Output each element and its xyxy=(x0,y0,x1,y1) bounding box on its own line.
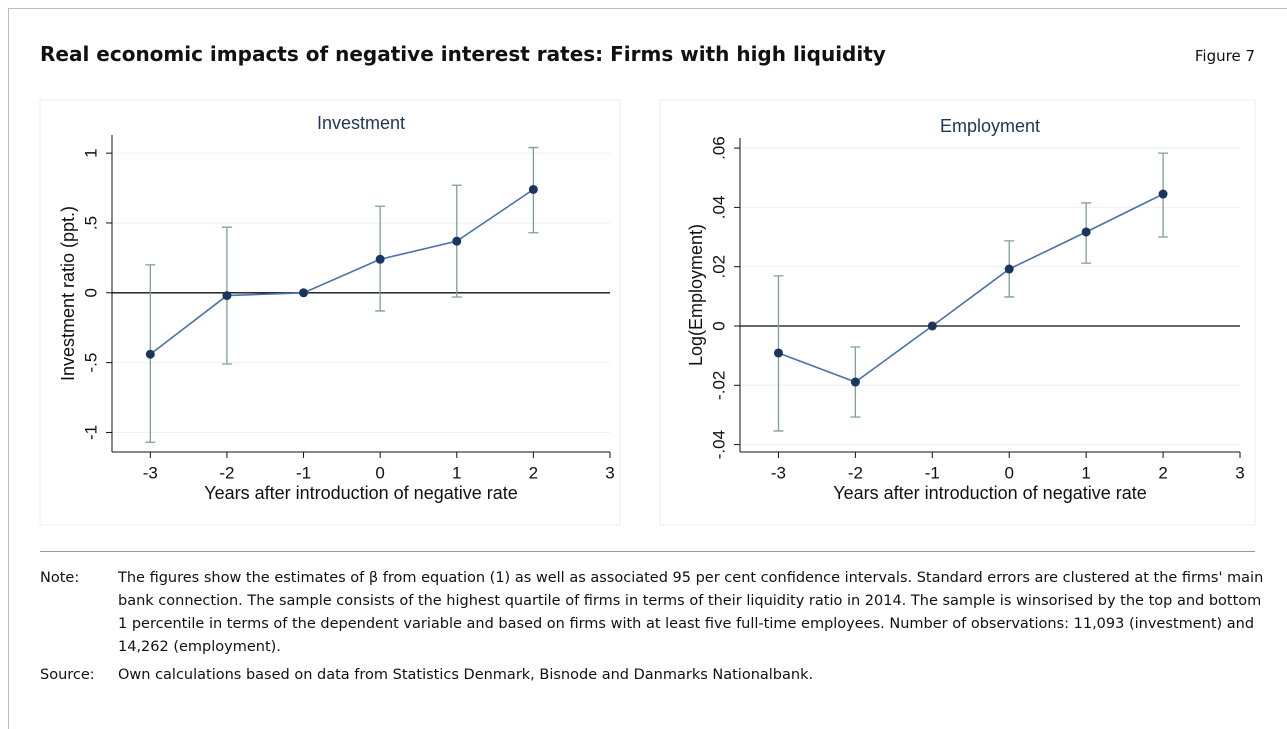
x-tick-label: 1 xyxy=(1081,463,1090,482)
figure-title: Real economic impacts of negative intere… xyxy=(40,42,886,66)
y-tick-label: 0 xyxy=(81,288,100,297)
x-tick-label: 0 xyxy=(1004,463,1013,482)
chart-title: Employment xyxy=(940,116,1040,136)
frame xyxy=(8,8,1287,729)
x-tick-label: -3 xyxy=(771,463,786,482)
point xyxy=(850,377,860,387)
x-tick-label: -1 xyxy=(296,463,311,482)
point xyxy=(1004,264,1014,274)
point xyxy=(375,254,385,264)
x-tick-label: 2 xyxy=(1158,463,1167,482)
y-tick-label: .06 xyxy=(709,136,728,160)
x-tick-label: 3 xyxy=(605,463,614,482)
panel xyxy=(659,99,1256,526)
x-tick-label: 1 xyxy=(452,463,461,482)
point xyxy=(927,321,937,331)
source-text: Own calculations based on data from Stat… xyxy=(118,667,814,683)
y-tick-label: -1 xyxy=(81,425,100,440)
x-tick-label: -1 xyxy=(925,463,940,482)
figure-number: Figure 7 xyxy=(1194,47,1255,65)
series-line xyxy=(149,188,534,355)
series-line xyxy=(778,193,1164,383)
point xyxy=(1158,189,1168,199)
y-tick-label: -.04 xyxy=(709,430,728,459)
point xyxy=(452,236,462,246)
note-label: Note: xyxy=(40,570,80,586)
point xyxy=(222,291,232,301)
charts: Investment -1 -.5 0 .5 1 -3 -2 -1 0 1 2 3 Years after… xyxy=(39,99,1256,526)
y-tick-label: 0 xyxy=(709,321,728,330)
y-tick-label: .04 xyxy=(709,196,728,220)
point xyxy=(145,349,155,359)
x-axis-label: Years after introduction of negative rat… xyxy=(833,483,1147,503)
y-tick-label: .02 xyxy=(709,255,728,279)
y-tick-label: -.5 xyxy=(81,353,100,373)
x-tick-label: -2 xyxy=(848,463,863,482)
page: Real economic impacts of negative intere… xyxy=(8,8,1287,729)
y-tick-label: 1 xyxy=(81,148,100,157)
x-tick-label: 3 xyxy=(1235,463,1244,482)
x-tick-label: 0 xyxy=(375,463,384,482)
chart-title: Investment xyxy=(317,113,405,133)
note-text: The figures show the estimates of β from… xyxy=(118,570,1264,655)
point xyxy=(299,288,309,298)
point xyxy=(1081,227,1091,237)
x-tick-label: -2 xyxy=(219,463,234,482)
y-tick-label: -.02 xyxy=(709,371,728,400)
x-tick-label: 2 xyxy=(529,463,538,482)
y-axis-label: Investment ratio (ppt.) xyxy=(58,206,78,381)
panel xyxy=(39,99,621,526)
y-axis-label: Log(Employment) xyxy=(686,224,706,366)
y-tick-label: .5 xyxy=(81,216,100,230)
separator xyxy=(40,551,1255,552)
point xyxy=(773,348,783,358)
source-label: Source: xyxy=(40,667,95,683)
x-tick-label: -3 xyxy=(143,463,158,482)
x-axis-label: Years after introduction of negative rat… xyxy=(204,483,518,503)
point xyxy=(528,184,538,194)
